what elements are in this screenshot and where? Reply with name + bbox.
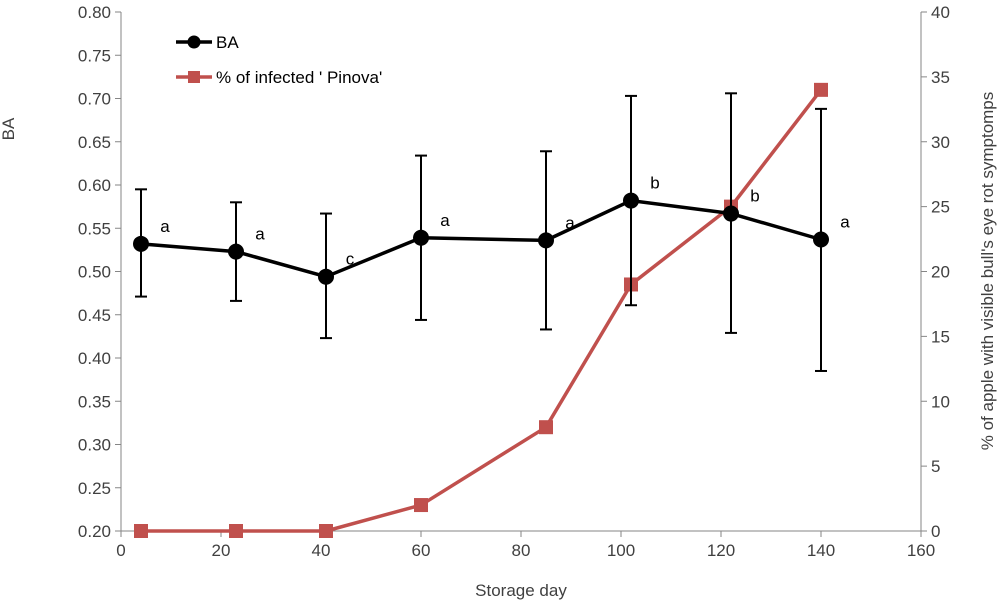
y-right-tick-label: 20 (931, 263, 950, 282)
y-right-tick-label: 30 (931, 133, 950, 152)
y-left-tick-label: 0.50 (78, 263, 111, 282)
ba-significance-label: a (160, 217, 170, 236)
y-right-tick-label: 15 (931, 327, 950, 346)
y-left-tick-label: 0.30 (78, 436, 111, 455)
y-right-axis-title: % of apple with visible bull's eye rot s… (978, 92, 997, 451)
pct-point (414, 498, 428, 513)
x-tick-label: 140 (807, 541, 835, 560)
pct-point (229, 524, 243, 538)
y-right-tick-label: 5 (931, 457, 940, 476)
y-left-tick-label: 0.75 (78, 46, 111, 65)
ba-significance-label: c (346, 250, 355, 269)
y-left-tick-label: 0.20 (78, 522, 111, 541)
x-tick-labels: 0 20 40 60 80 100 120 140 160 (116, 541, 935, 560)
ba-significance-label: a (565, 213, 575, 232)
pct-point (319, 524, 333, 538)
y-left-tick-label: 0.55 (78, 219, 111, 238)
x-tick-label: 120 (707, 541, 735, 560)
y-right-tick-label: 10 (931, 392, 950, 411)
y-right-tick-label: 25 (931, 198, 950, 217)
legend-pct-marker (188, 71, 200, 83)
ba-significance-label: a (840, 212, 850, 231)
y-left-tick-label: 0.60 (78, 176, 111, 195)
ba-point (228, 243, 244, 260)
x-tick-label: 80 (512, 541, 531, 560)
ba-series-line (140, 198, 822, 279)
x-tick-label: 160 (907, 541, 935, 560)
legend-ba-marker (187, 35, 201, 49)
x-axis-title: Storage day (475, 581, 567, 600)
ba-point (623, 192, 639, 209)
ba-point (723, 205, 739, 222)
y-left-axis-title: BA (0, 117, 18, 140)
ba-significance-label: b (750, 187, 759, 206)
ba-significance-label: a (440, 211, 450, 230)
y-left-tick-label: 0.35 (78, 392, 111, 411)
y-left-tick-label: 0.45 (78, 306, 111, 325)
x-tick-label: 0 (116, 541, 125, 560)
x-tick-label: 60 (412, 541, 431, 560)
series-infected-pinova (134, 82, 828, 538)
y-right-tick-label: 0 (931, 522, 940, 541)
y-left-tick-labels: 0.20 0.25 0.30 0.35 0.40 0.45 0.50 0.55 0.60 0.65… (78, 3, 111, 541)
y-left-tick-label: 0.80 (78, 3, 111, 22)
x-tick-label: 100 (607, 541, 635, 560)
pct-series-line (141, 88, 823, 533)
pct-point (539, 420, 553, 435)
pct-point (814, 82, 828, 97)
series-ba: a a c a a b b a (133, 92, 850, 372)
ba-point (133, 235, 149, 252)
legend-ba-label: BA (216, 33, 239, 52)
y-right-tick-labels: 0 5 10 15 20 25 30 35 40 (931, 3, 950, 541)
legend-pct-label: % of infected ' Pinova' (216, 68, 382, 87)
ba-point (318, 268, 334, 285)
x-tick-label: 40 (312, 541, 331, 560)
ba-significance-label: a (255, 225, 265, 244)
legend: BA % of infected ' Pinova' (176, 33, 382, 87)
y-right-tick-label: 35 (931, 68, 950, 87)
ba-point (538, 232, 554, 249)
y-left-tick-label: 0.40 (78, 349, 111, 368)
y-right-tick-label: 40 (931, 3, 950, 22)
pct-point (134, 524, 148, 538)
x-tick-label: 20 (212, 541, 231, 560)
ba-point (413, 229, 429, 246)
y-left-tick-label: 0.25 (78, 479, 111, 498)
y-left-tick-label: 0.70 (78, 90, 111, 109)
ba-point (813, 231, 829, 248)
ba-significance-label: b (650, 174, 659, 193)
y-left-tick-label: 0.65 (78, 133, 111, 152)
